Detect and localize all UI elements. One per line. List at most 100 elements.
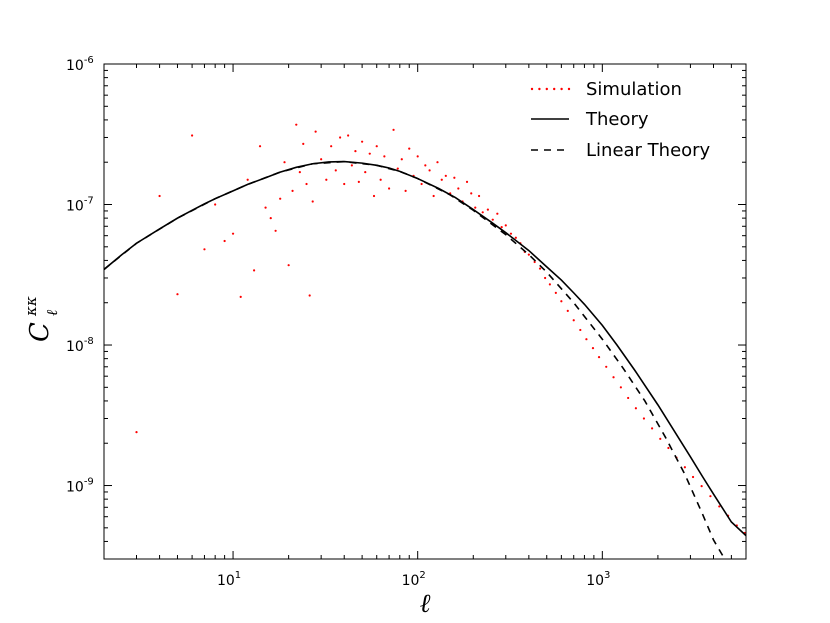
simulation-point: [239, 295, 242, 299]
simulation-point: [527, 253, 530, 256]
y-tick-label: 10-9: [66, 477, 94, 496]
simulation-point: [357, 180, 360, 183]
x-tick-label: 102: [402, 570, 426, 589]
simulation-point: [709, 495, 712, 498]
simulation-point: [404, 189, 407, 192]
simulation-point: [298, 171, 301, 174]
simulation-point: [428, 169, 431, 172]
simulation-point: [436, 161, 439, 164]
simulation-point: [291, 189, 294, 192]
simulation-point: [477, 194, 481, 198]
simulation-point: [509, 232, 513, 235]
simulation-point: [246, 178, 249, 181]
simulation-point: [287, 264, 290, 267]
simulation-point: [474, 206, 477, 209]
simulation-point: [314, 130, 317, 133]
simulation-point: [408, 147, 411, 150]
simulation-point: [605, 365, 608, 368]
legend-simulation-dot: [545, 87, 548, 91]
simulation-point: [560, 300, 563, 303]
simulation-point: [231, 232, 235, 235]
simulation-point: [548, 283, 551, 286]
simulation-point: [667, 446, 670, 450]
simulation-point: [444, 174, 447, 177]
simulation-point: [416, 155, 419, 158]
legend-simulation-marker: [530, 87, 571, 91]
simulation-point: [308, 294, 311, 297]
simulation-point: [538, 267, 542, 270]
simulation-point: [334, 169, 337, 172]
simulation-point: [453, 176, 456, 179]
simulation-point: [597, 356, 601, 359]
simulation-point: [368, 152, 371, 155]
simulation-point: [619, 386, 622, 389]
simulation-point: [375, 145, 378, 148]
theory-lines-layer: [104, 160, 746, 559]
simulation-point: [396, 167, 399, 170]
simulation-point: [379, 178, 382, 181]
simulation-point: [330, 145, 333, 148]
legend-theory-label: Theory: [585, 109, 649, 130]
linear-theory-line: [104, 160, 726, 559]
simulation-point: [350, 164, 353, 167]
simulation-point: [691, 475, 695, 479]
simulation-point: [634, 407, 638, 410]
simulation-point: [176, 293, 179, 296]
simulation-point: [627, 396, 630, 400]
x-tick-label: 103: [586, 570, 610, 589]
svg-text:C: C: [25, 322, 55, 342]
legend-simulation-dot: [560, 87, 563, 91]
simulation-point: [424, 164, 427, 167]
simulation-point: [591, 347, 595, 350]
simulation-point: [269, 217, 272, 220]
simulation-point: [252, 269, 256, 272]
simulation-point: [203, 248, 206, 251]
y-axis-label-base: C: [25, 322, 55, 342]
simulation-point: [579, 328, 582, 332]
y-axis-label-sup: κκ: [22, 296, 40, 317]
simulation-point: [457, 187, 460, 190]
y-tick-label: 10-7: [66, 196, 94, 215]
simulation-point: [339, 136, 342, 139]
simulation-point: [504, 224, 507, 227]
legend-entry-simulation: Simulation: [530, 79, 682, 100]
simulation-point: [361, 140, 364, 143]
simulation-point: [372, 194, 376, 198]
simulation-point: [470, 192, 473, 195]
simulation-point: [347, 134, 350, 137]
simulation-point: [354, 149, 357, 153]
legend-simulation-dot: [567, 87, 571, 91]
simulation-point: [500, 226, 503, 229]
y-axis-label: C ℓ κκ: [22, 296, 61, 342]
simulation-point: [572, 319, 575, 322]
simulation-point: [320, 158, 323, 161]
simulation-point: [325, 178, 328, 181]
legend-simulation-dot: [538, 87, 541, 91]
simulation-point: [585, 338, 588, 341]
simulation-point: [496, 212, 499, 215]
legend-entry-linear-theory: Linear Theory: [531, 140, 711, 161]
simulation-point: [190, 134, 194, 137]
simulation-point: [223, 239, 226, 243]
simulation-point: [683, 466, 686, 469]
simulation-point: [700, 485, 703, 488]
simulation-point: [364, 171, 367, 174]
simulation-point: [481, 211, 484, 214]
simulation-point: [258, 145, 262, 148]
legend-entry-theory: Theory: [531, 109, 649, 130]
simulation-point: [420, 182, 423, 186]
simulation-point: [566, 309, 569, 312]
simulation-point: [486, 208, 489, 211]
simulation-point: [387, 187, 391, 190]
simulation-point: [440, 178, 443, 181]
simulation-point: [383, 155, 386, 158]
simulation-point: [305, 182, 308, 186]
simulation-point: [311, 200, 314, 203]
simulation-point: [392, 128, 395, 131]
legend: Simulation Theory Linear Theory: [530, 79, 711, 161]
simulation-point: [283, 161, 286, 164]
simulation-point: [642, 417, 646, 420]
simulation-point: [544, 276, 547, 280]
